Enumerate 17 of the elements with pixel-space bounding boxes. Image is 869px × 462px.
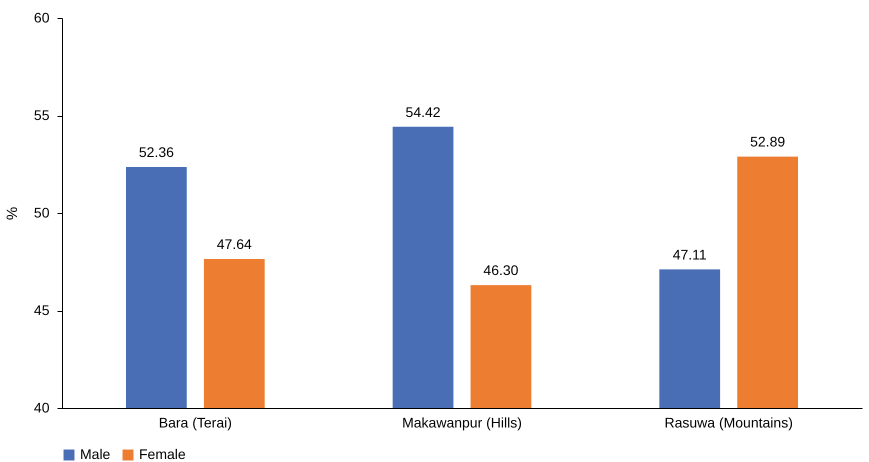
y-tick-label: 40 [34,400,50,416]
legend-label: Male [80,446,111,462]
y-tick-label: 55 [34,107,50,123]
y-tick-label: 60 [34,10,50,26]
y-tick-label: 45 [34,302,50,318]
x-tick-label: Makawanpur (Hills) [402,414,522,430]
data-label: 47.11 [672,246,707,262]
y-tick-label: 50 [34,204,50,220]
data-label: 52.36 [138,144,174,160]
x-tick-label: Bara (Terai) [158,414,232,430]
legend-label: Female [139,446,186,462]
data-label: 47.64 [216,236,252,252]
data-label: 54.42 [406,104,441,120]
data-label: 52.89 [750,134,786,150]
data-label: 46.30 [483,262,519,278]
x-tick-label: Rasuwa (Mountains) [664,414,793,430]
y-axis-title: % [4,206,21,220]
